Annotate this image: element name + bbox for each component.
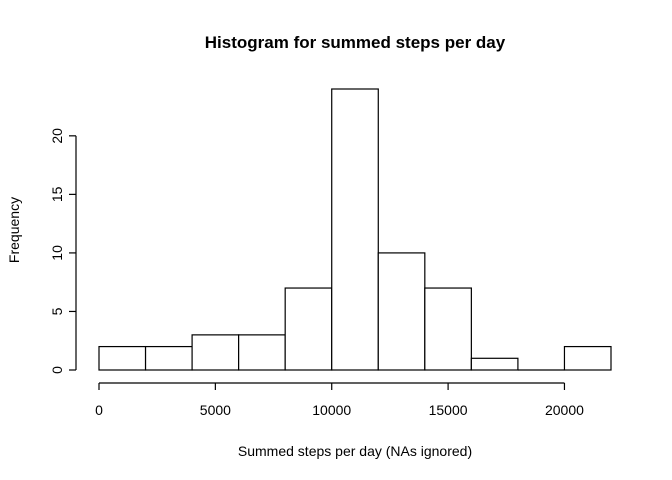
y-tick-label: 0: [49, 366, 65, 374]
histogram-bar: [424, 287, 472, 371]
y-axis: 0 5 10 15 20: [49, 128, 77, 374]
histogram-bar: [191, 334, 240, 371]
histogram-bar: [563, 345, 612, 371]
y-tick-label: 5: [49, 307, 65, 315]
y-tick-label: 10: [49, 245, 65, 261]
histogram-bar: [238, 334, 286, 371]
x-tick-label: 15000: [429, 402, 468, 418]
x-axis: 0 5000 10000 15000 20000: [95, 382, 584, 418]
x-tick-label: 20000: [545, 402, 584, 418]
x-tick-label: 0: [95, 402, 103, 418]
histogram-bar: [470, 357, 519, 371]
y-tick-label: 15: [49, 186, 65, 202]
y-axis-label: Frequency: [6, 197, 22, 263]
histogram-bar: [331, 88, 379, 371]
y-tick-label: 20: [49, 128, 65, 144]
bars-group: [98, 88, 612, 371]
x-tick-label: 5000: [200, 402, 231, 418]
histogram-bar: [377, 252, 426, 371]
x-tick-label: 10000: [312, 402, 351, 418]
histogram-bar: [98, 345, 147, 371]
chart-title: Histogram for summed steps per day: [205, 33, 506, 52]
x-axis-label: Summed steps per day (NAs ignored): [238, 443, 472, 459]
histogram-bar: [144, 345, 193, 371]
histogram-bar: [284, 287, 333, 371]
